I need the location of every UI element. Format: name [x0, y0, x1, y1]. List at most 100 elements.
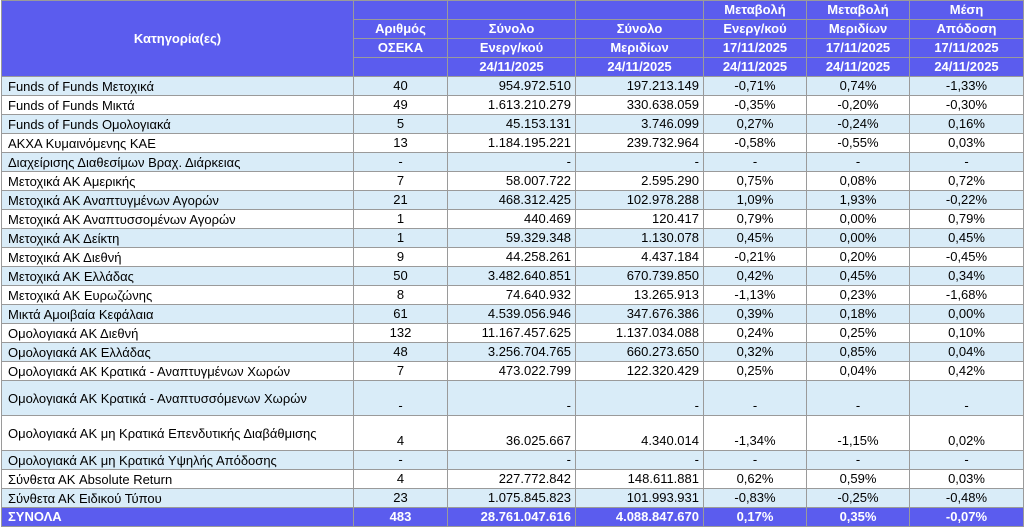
table-row: Σύνθετα ΑΚ Absolute Return 4 227.772.842 14…	[1, 469, 1024, 489]
fund-count: 61	[353, 304, 448, 324]
units-change: 0,25%	[806, 323, 910, 343]
total-units: 101.993.931	[575, 488, 704, 508]
average-return: -0,22%	[909, 190, 1024, 210]
total-units: 197.213.149	[575, 76, 704, 96]
assets-change: 0,25%	[703, 361, 807, 381]
category-name: Ομολογιακά ΑΚ μη Κρατικά Υψηλής Απόδοσης	[1, 450, 354, 470]
header-chg-units-date: 24/11/2025	[806, 57, 910, 77]
total-assets: 3.482.640.851	[447, 266, 576, 286]
header-chg-assets-line2: Ενεργ/κού	[703, 19, 807, 39]
average-return: -1,33%	[909, 76, 1024, 96]
header-chg-units-line1: Μεταβολή	[806, 0, 910, 20]
total-units: 347.676.386	[575, 304, 704, 324]
total-units: 670.739.850	[575, 266, 704, 286]
table-row: Ομολογιακά ΑΚ Κρατικά - Αναπτυγμένων Χωρ…	[1, 361, 1024, 381]
fund-count: 1	[353, 228, 448, 248]
average-return: 0,34%	[909, 266, 1024, 286]
category-name: Μετοχικά ΑΚ Αναπτυσσομένων Αγορών	[1, 209, 354, 229]
total-assets: -	[447, 450, 576, 470]
total-units: 4.437.184	[575, 247, 704, 267]
assets-change: -0,35%	[703, 95, 807, 115]
total-assets: 1.075.845.823	[447, 488, 576, 508]
average-return: 0,45%	[909, 228, 1024, 248]
header-chg-assets-date: 24/11/2025	[703, 57, 807, 77]
fund-count: 13	[353, 133, 448, 153]
table-row: Μετοχικά ΑΚ Διεθνή 9 44.258.261 4.437.184 -0…	[1, 247, 1024, 267]
totals-assets: 28.761.047.616	[447, 507, 576, 527]
table-row: Μετοχικά ΑΚ Ελλάδας 50 3.482.640.851 670.73…	[1, 266, 1024, 286]
totals-chg-assets: 0,17%	[703, 507, 807, 527]
table-row: Μετοχικά ΑΚ Ευρωζώνης 8 74.640.932 13.265.9…	[1, 285, 1024, 305]
header-count-line4	[353, 57, 448, 77]
total-assets: 468.312.425	[447, 190, 576, 210]
category-name: Μετοχικά ΑΚ Αναπτυγμένων Αγορών	[1, 190, 354, 210]
total-assets: 36.025.667	[447, 415, 576, 451]
fund-count: 50	[353, 266, 448, 286]
table-row: Ομολογιακά ΑΚ Ελλάδας 48 3.256.704.765 660.…	[1, 342, 1024, 362]
total-assets: -	[447, 152, 576, 172]
header-count-line3: ΟΣΕΚΑ	[353, 38, 448, 58]
units-change: 0,85%	[806, 342, 910, 362]
average-return: -0,48%	[909, 488, 1024, 508]
header-assets-line3: Ενεργ/κού	[447, 38, 576, 58]
category-name: Διαχείρισης Διαθεσίμων Βραχ. Διάρκειας	[1, 152, 354, 172]
total-units: 148.611.881	[575, 469, 704, 489]
units-change: -0,24%	[806, 114, 910, 134]
average-return: 0,03%	[909, 469, 1024, 489]
fund-count: 9	[353, 247, 448, 267]
header-units-line3: Μεριδίων	[575, 38, 704, 58]
total-units: 4.340.014	[575, 415, 704, 451]
assets-change: 0,32%	[703, 342, 807, 362]
units-change: 0,00%	[806, 209, 910, 229]
average-return: 0,42%	[909, 361, 1024, 381]
category-name: Μετοχικά ΑΚ Ευρωζώνης	[1, 285, 354, 305]
header-chg-assets-line3: 17/11/2025	[703, 38, 807, 58]
table-row: Funds of Funds Μετοχικά 40 954.972.510 197.…	[1, 76, 1024, 96]
fund-count: 7	[353, 171, 448, 191]
assets-change: -	[703, 450, 807, 470]
total-assets: 954.972.510	[447, 76, 576, 96]
table-row: Μετοχικά ΑΚ Αναπτυγμένων Αγορών 21 468.312…	[1, 190, 1024, 210]
fund-count: 4	[353, 415, 448, 451]
totals-chg-units: 0,35%	[806, 507, 910, 527]
total-units: 13.265.913	[575, 285, 704, 305]
fund-count: 132	[353, 323, 448, 343]
total-units: 122.320.429	[575, 361, 704, 381]
units-change: 0,20%	[806, 247, 910, 267]
table-footer: ΣΥΝΟΛΑ 483 28.761.047.616 4.088.847.670 …	[1, 507, 1024, 527]
total-units: 2.595.290	[575, 171, 704, 191]
assets-change: 0,79%	[703, 209, 807, 229]
total-units: -	[575, 152, 704, 172]
assets-change: -0,58%	[703, 133, 807, 153]
assets-change: -	[703, 380, 807, 416]
average-return: 0,79%	[909, 209, 1024, 229]
total-units: 3.746.099	[575, 114, 704, 134]
total-assets: 440.469	[447, 209, 576, 229]
average-return: -1,68%	[909, 285, 1024, 305]
average-return: 0,03%	[909, 133, 1024, 153]
assets-change: -0,71%	[703, 76, 807, 96]
average-return: 0,04%	[909, 342, 1024, 362]
category-name: Μικτά Αμοιβαία Κεφάλαια	[1, 304, 354, 324]
total-assets: 1.184.195.221	[447, 133, 576, 153]
table-row: Διαχείρισης Διαθεσίμων Βραχ. Διάρκειας - -…	[1, 152, 1024, 172]
assets-change: -0,21%	[703, 247, 807, 267]
total-units: -	[575, 450, 704, 470]
average-return: -	[909, 380, 1024, 416]
total-units: 102.978.288	[575, 190, 704, 210]
table-row: Ομολογιακά ΑΚ μη Κρατικά Επενδυτικής Δια…	[1, 415, 1024, 451]
fund-count: -	[353, 152, 448, 172]
total-assets: 58.007.722	[447, 171, 576, 191]
fund-count: 49	[353, 95, 448, 115]
header-assets-line1	[447, 0, 576, 20]
average-return: 0,10%	[909, 323, 1024, 343]
total-assets: 473.022.799	[447, 361, 576, 381]
average-return: -	[909, 152, 1024, 172]
category-name: Funds of Funds Μικτά	[1, 95, 354, 115]
total-assets: 45.153.131	[447, 114, 576, 134]
average-return: -	[909, 450, 1024, 470]
table-row: Ομολογιακά ΑΚ Κρατικά - Αναπτυσσόμενων Χ…	[1, 380, 1024, 416]
assets-change: 0,75%	[703, 171, 807, 191]
fund-count: 4	[353, 469, 448, 489]
header-return-line2: Απόδοση	[909, 19, 1024, 39]
